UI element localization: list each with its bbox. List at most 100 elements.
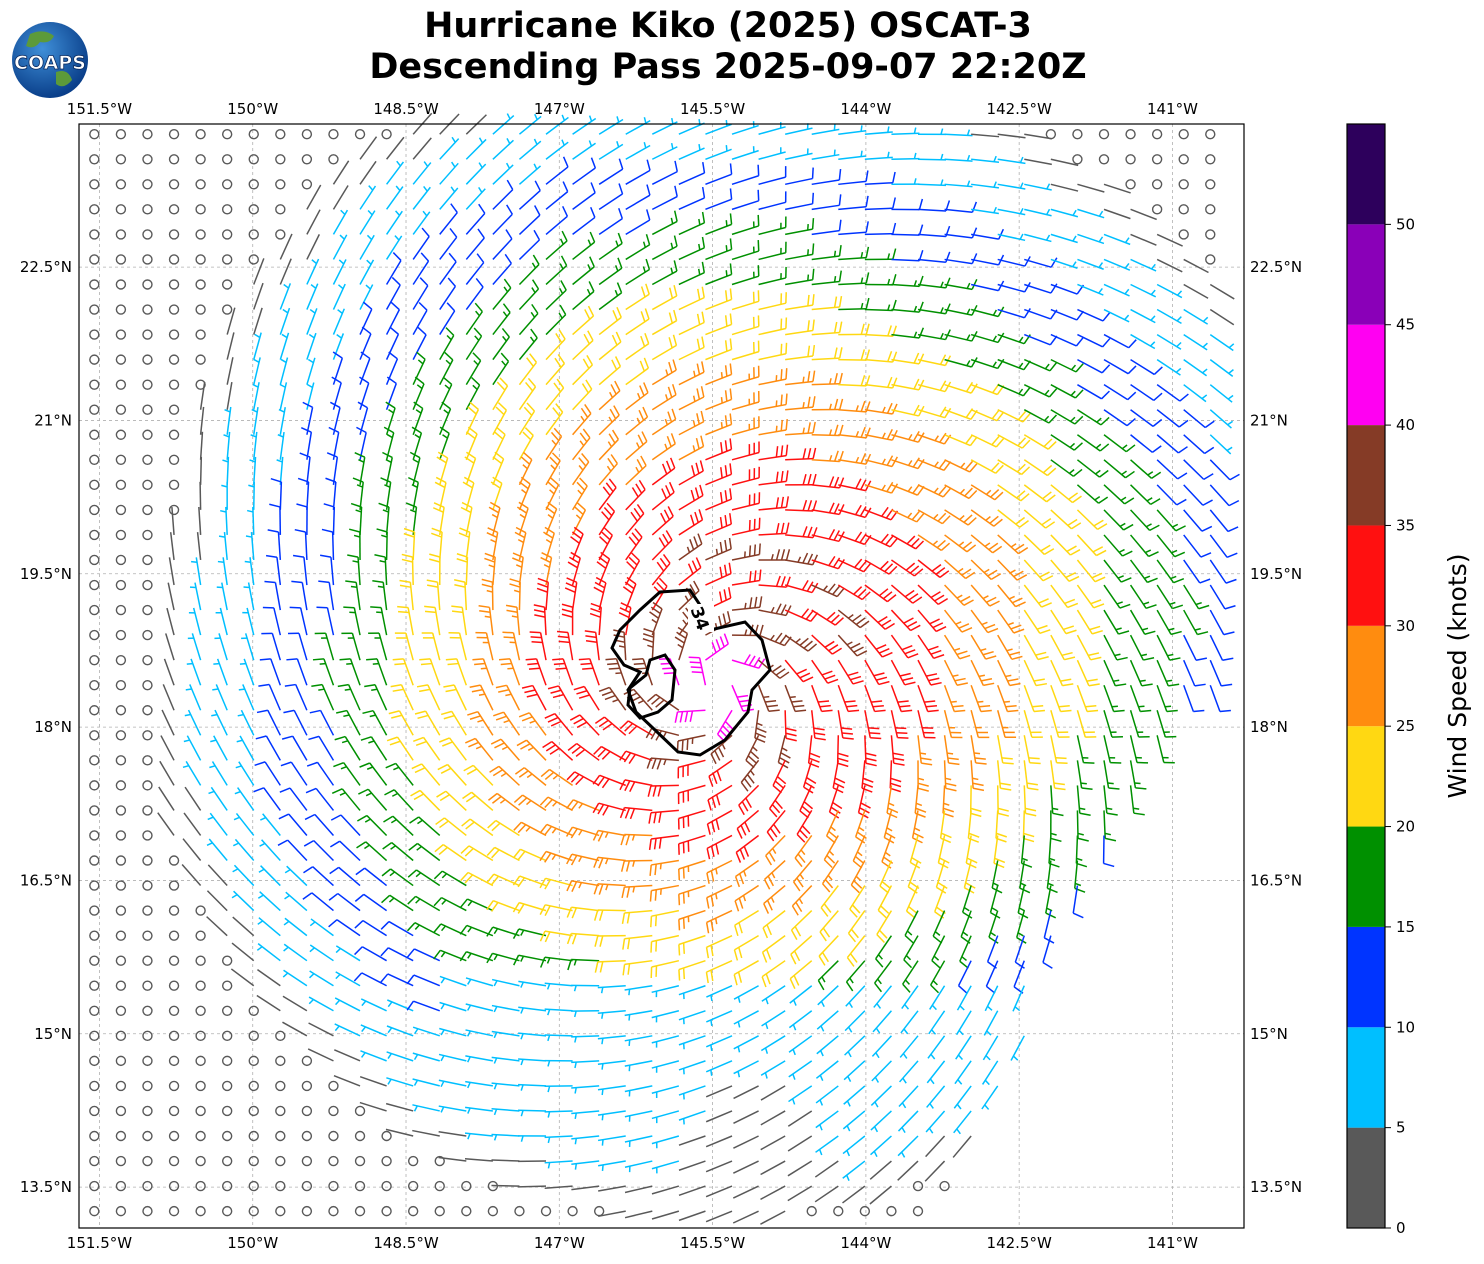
- wind-barb: [598, 306, 622, 336]
- wind-barb: [142, 755, 153, 766]
- wind-barb: [1024, 233, 1052, 243]
- wind-barb: [705, 213, 733, 236]
- wind-barb: [536, 577, 549, 611]
- wind-barb: [917, 406, 952, 419]
- wind-barb: [244, 557, 255, 586]
- wind-barb: [997, 484, 1030, 502]
- wind-barb: [651, 408, 677, 436]
- wind-barb: [705, 145, 732, 160]
- wind-barb: [539, 850, 573, 863]
- wind-barb: [257, 968, 281, 987]
- wind-barb: [195, 179, 206, 190]
- wind-barb: [533, 604, 547, 636]
- wind-barb: [89, 454, 100, 465]
- wind-barb: [142, 905, 153, 916]
- wind-barb: [625, 357, 650, 386]
- wind-barb: [275, 129, 286, 140]
- wind-barb: [1205, 129, 1216, 140]
- wind-barb: [331, 788, 361, 811]
- wind-barb: [491, 1030, 520, 1039]
- wind-barb: [625, 332, 650, 361]
- lat-tick-label-left: 18°N: [34, 718, 72, 736]
- wind-barb: [341, 632, 361, 661]
- wind-barb: [651, 260, 678, 286]
- wind-barb: [651, 481, 675, 511]
- wind-barb: [971, 228, 1005, 240]
- wind-barb: [270, 477, 283, 510]
- wind-barb: [168, 930, 180, 941]
- wind-barb: [1103, 810, 1117, 842]
- wind-barb: [381, 868, 414, 887]
- wind-barb: [544, 1110, 573, 1118]
- wind-barb: [598, 232, 623, 261]
- wind-barb: [183, 735, 202, 761]
- wind-barb: [731, 365, 760, 386]
- wind-barb: [456, 553, 469, 586]
- wind-barb: [221, 980, 233, 991]
- wind-barb: [328, 1180, 339, 1192]
- wind-barb: [187, 633, 202, 661]
- wind-barb: [598, 356, 622, 386]
- plot-frame: [78, 123, 1245, 1229]
- wind-barb: [825, 810, 839, 844]
- wind-barb: [280, 761, 308, 786]
- wind-barb: [572, 404, 592, 436]
- wind-barb: [142, 1080, 153, 1092]
- wind-barb: [275, 1055, 286, 1067]
- colorbar-segment: [1347, 124, 1385, 225]
- wind-barb: [451, 605, 468, 636]
- wind-barb: [624, 1185, 653, 1194]
- wind-barb: [592, 802, 626, 816]
- wind-barb: [247, 506, 255, 535]
- wind-barb: [89, 730, 100, 741]
- wind-barb: [199, 431, 204, 460]
- wind-barb: [760, 1110, 786, 1126]
- colorbar-segment: [1347, 625, 1385, 727]
- wind-barb: [567, 958, 600, 971]
- wind-barb: [254, 761, 281, 786]
- wind-barb: [678, 1060, 706, 1075]
- wind-barb: [505, 604, 521, 636]
- lon-tick-label-bottom: 151.5°W: [67, 1234, 132, 1252]
- wind-barb: [336, 709, 361, 736]
- wind-barb: [898, 1060, 919, 1084]
- wind-barb: [864, 609, 895, 630]
- wind-barb: [439, 1027, 467, 1037]
- wind-barb: [806, 1205, 817, 1217]
- wind-barb: [323, 503, 336, 535]
- wind-barb: [281, 735, 308, 761]
- wind-barb: [705, 1210, 733, 1223]
- wind-barb: [434, 1155, 445, 1167]
- wind-barb: [1103, 559, 1132, 583]
- wind-barb: [306, 184, 322, 210]
- wind-barb: [1050, 158, 1079, 167]
- wind-barb: [513, 954, 547, 966]
- wind-barb: [997, 156, 1026, 165]
- wind-barb: [253, 787, 281, 811]
- wind-barb: [221, 1155, 233, 1167]
- wind-barb: [255, 735, 281, 761]
- wind-barb: [406, 974, 441, 987]
- wind-barb: [598, 257, 623, 286]
- wind-barb: [650, 909, 680, 928]
- wind-barb: [168, 329, 180, 340]
- wind-barb: [518, 451, 533, 486]
- wind-barb: [787, 1110, 813, 1127]
- wind-barb: [411, 763, 441, 786]
- wind-barb: [678, 1110, 706, 1125]
- wind-barb: [1183, 609, 1209, 636]
- wind-barb: [142, 805, 153, 816]
- colorbar-segment: [1347, 224, 1385, 325]
- wind-barb: [565, 826, 600, 839]
- wind-barb: [89, 304, 100, 315]
- lon-tick-label-bottom: 145.5°W: [680, 1234, 745, 1252]
- wind-barb: [817, 960, 839, 991]
- wind-barb: [414, 710, 441, 736]
- wind-barb: [1129, 659, 1153, 687]
- wind-barb: [1022, 810, 1035, 843]
- wind-barb: [407, 1180, 419, 1192]
- wind-barb: [864, 481, 899, 494]
- wind-barb: [513, 821, 547, 837]
- wind-barb: [518, 1185, 547, 1188]
- wind-barb: [168, 129, 180, 140]
